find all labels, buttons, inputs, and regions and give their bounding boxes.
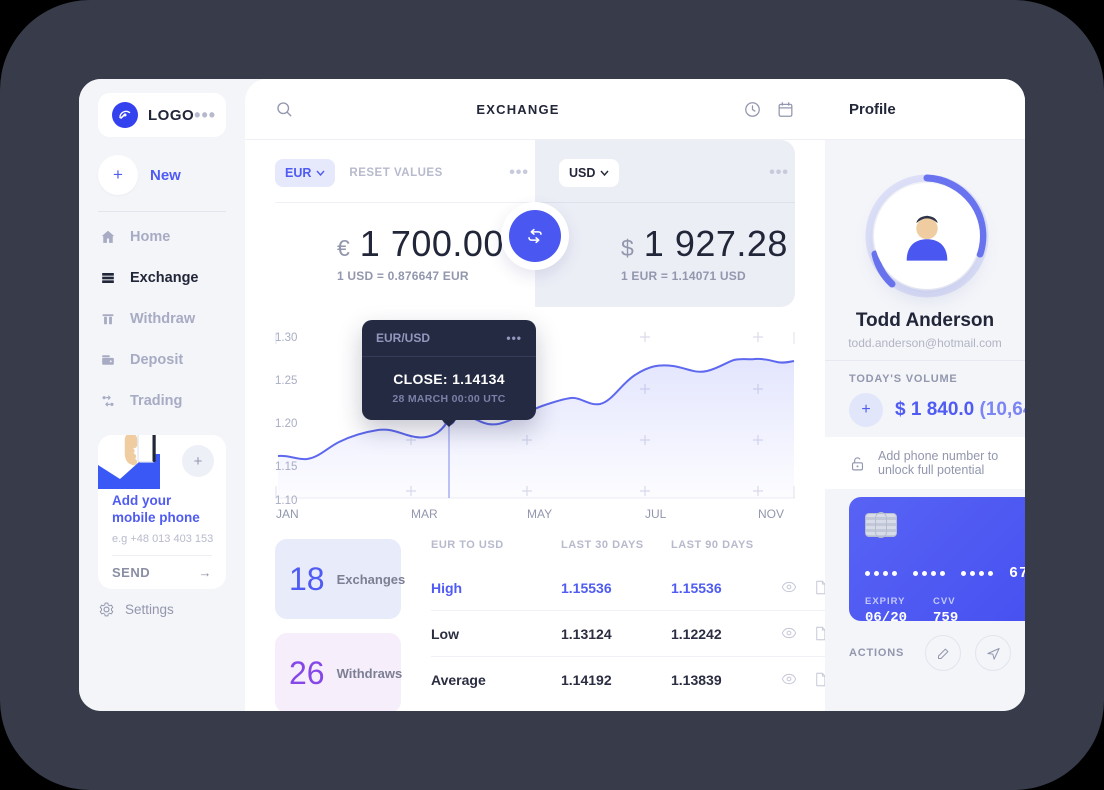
svg-text:1.30: 1.30 (275, 332, 297, 344)
svg-text:MAY: MAY (527, 507, 552, 521)
svg-text:NOV: NOV (758, 507, 784, 521)
svg-text:1.20: 1.20 (275, 418, 297, 430)
svg-text:1.25: 1.25 (275, 375, 297, 387)
svg-text:MAR: MAR (411, 507, 438, 521)
svg-text:JAN: JAN (276, 507, 299, 521)
svg-text:JUL: JUL (645, 507, 667, 521)
